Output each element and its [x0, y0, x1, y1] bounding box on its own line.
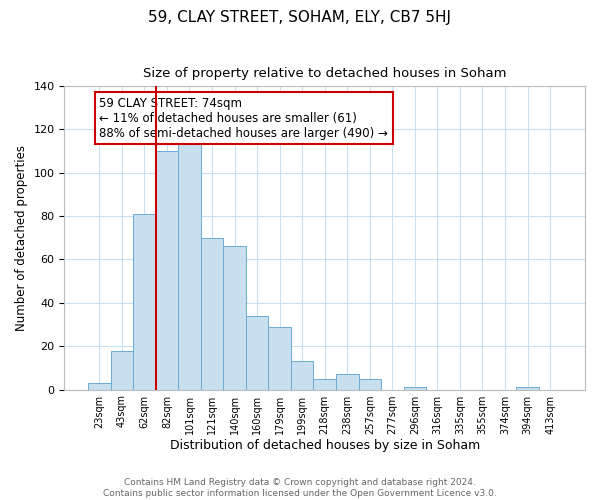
Title: Size of property relative to detached houses in Soham: Size of property relative to detached ho… — [143, 68, 506, 80]
Text: Contains HM Land Registry data © Crown copyright and database right 2024.
Contai: Contains HM Land Registry data © Crown c… — [103, 478, 497, 498]
Y-axis label: Number of detached properties: Number of detached properties — [15, 144, 28, 330]
X-axis label: Distribution of detached houses by size in Soham: Distribution of detached houses by size … — [170, 440, 480, 452]
Bar — [201, 238, 223, 390]
Bar — [223, 246, 246, 390]
Text: 59 CLAY STREET: 74sqm
← 11% of detached houses are smaller (61)
88% of semi-deta: 59 CLAY STREET: 74sqm ← 11% of detached … — [100, 96, 388, 140]
Bar — [291, 362, 313, 390]
Bar — [313, 378, 336, 390]
Bar — [268, 326, 291, 390]
Bar — [155, 151, 178, 390]
Bar — [178, 142, 201, 390]
Bar — [359, 378, 381, 390]
Bar — [516, 388, 539, 390]
Bar — [404, 388, 426, 390]
Text: 59, CLAY STREET, SOHAM, ELY, CB7 5HJ: 59, CLAY STREET, SOHAM, ELY, CB7 5HJ — [149, 10, 452, 25]
Bar — [110, 350, 133, 390]
Bar — [336, 374, 359, 390]
Bar — [246, 316, 268, 390]
Bar — [88, 383, 110, 390]
Bar — [133, 214, 155, 390]
